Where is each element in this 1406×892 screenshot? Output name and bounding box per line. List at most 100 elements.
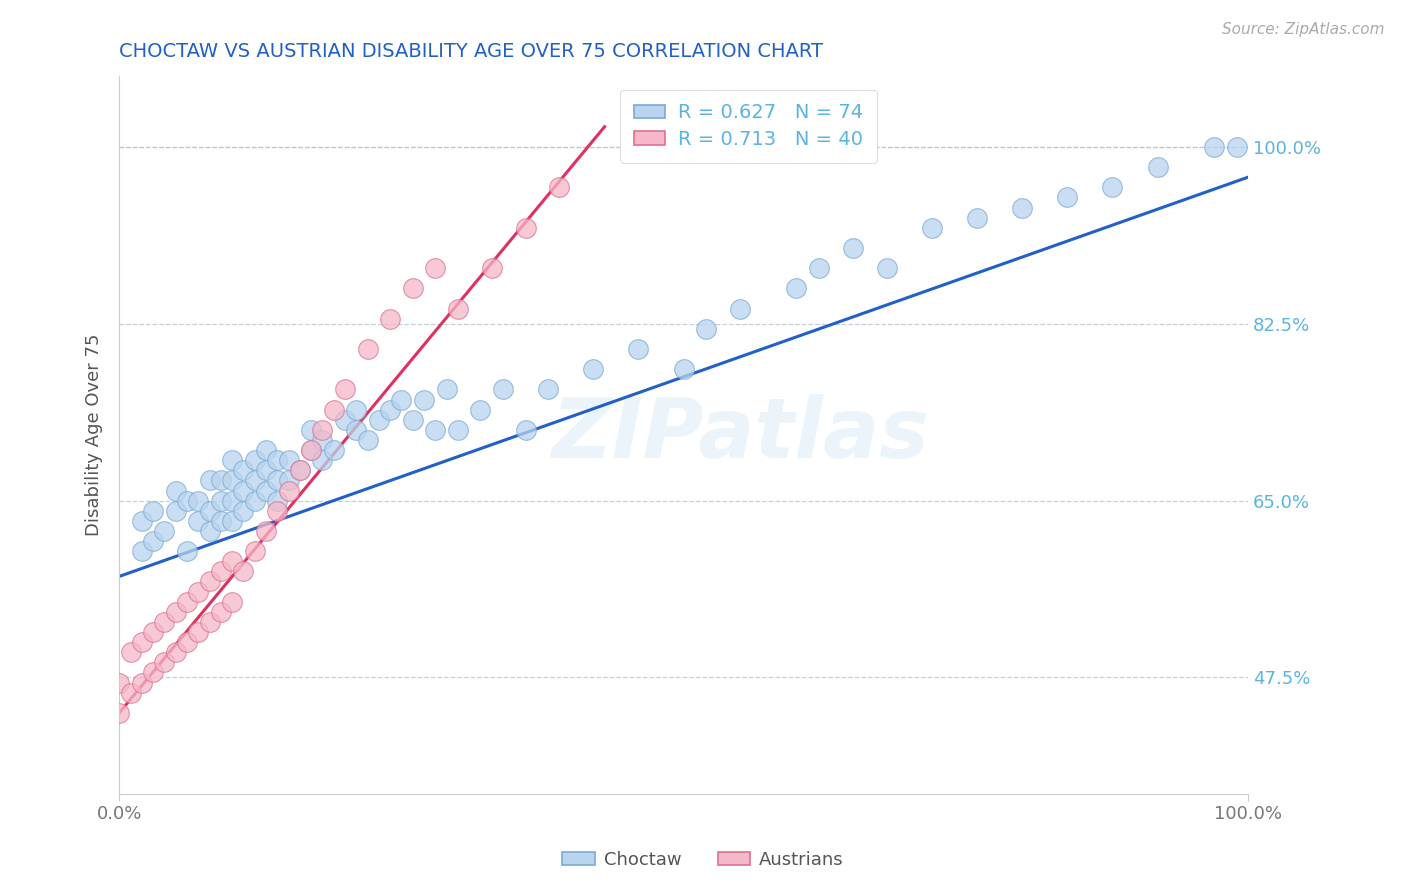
Point — [187, 584, 209, 599]
Point — [131, 514, 153, 528]
Text: Source: ZipAtlas.com: Source: ZipAtlas.com — [1222, 22, 1385, 37]
Point — [254, 483, 277, 498]
Point — [131, 675, 153, 690]
Point — [266, 493, 288, 508]
Point — [131, 544, 153, 558]
Point — [344, 402, 367, 417]
Point — [288, 463, 311, 477]
Y-axis label: Disability Age Over 75: Disability Age Over 75 — [86, 334, 103, 536]
Point — [232, 463, 254, 477]
Point — [221, 493, 243, 508]
Point — [425, 423, 447, 437]
Point — [232, 504, 254, 518]
Point — [131, 635, 153, 649]
Point — [187, 514, 209, 528]
Point — [492, 383, 515, 397]
Point — [322, 402, 344, 417]
Point — [672, 362, 695, 376]
Point — [243, 493, 266, 508]
Point — [243, 453, 266, 467]
Point — [413, 392, 436, 407]
Point — [165, 605, 187, 619]
Point — [120, 685, 142, 699]
Point — [120, 645, 142, 659]
Point — [807, 261, 830, 276]
Point — [299, 443, 322, 458]
Point — [277, 483, 299, 498]
Point — [209, 474, 232, 488]
Point — [142, 504, 165, 518]
Point — [367, 413, 389, 427]
Point — [254, 463, 277, 477]
Point — [842, 241, 865, 255]
Point — [356, 342, 378, 356]
Point — [695, 322, 717, 336]
Point — [1202, 140, 1225, 154]
Point — [921, 220, 943, 235]
Point — [266, 453, 288, 467]
Point — [165, 504, 187, 518]
Point — [333, 413, 356, 427]
Point — [391, 392, 413, 407]
Point — [198, 524, 221, 538]
Point — [876, 261, 898, 276]
Point — [221, 453, 243, 467]
Point — [356, 433, 378, 447]
Point — [277, 474, 299, 488]
Point — [209, 514, 232, 528]
Point — [209, 565, 232, 579]
Point — [142, 534, 165, 549]
Point — [311, 453, 333, 467]
Point — [299, 443, 322, 458]
Point — [299, 423, 322, 437]
Point — [333, 383, 356, 397]
Point — [311, 433, 333, 447]
Point — [447, 301, 470, 316]
Point — [425, 261, 447, 276]
Point — [470, 402, 492, 417]
Point — [142, 625, 165, 640]
Point — [1056, 190, 1078, 204]
Point — [266, 474, 288, 488]
Point — [153, 655, 176, 669]
Point — [311, 423, 333, 437]
Point — [209, 605, 232, 619]
Point — [627, 342, 650, 356]
Point — [288, 463, 311, 477]
Point — [322, 443, 344, 458]
Point — [142, 665, 165, 680]
Point — [198, 474, 221, 488]
Point — [243, 544, 266, 558]
Point — [254, 524, 277, 538]
Point — [187, 625, 209, 640]
Point — [176, 595, 198, 609]
Legend: Choctaw, Austrians: Choctaw, Austrians — [555, 844, 851, 876]
Point — [1225, 140, 1247, 154]
Point — [221, 595, 243, 609]
Point — [548, 180, 571, 194]
Point — [515, 423, 537, 437]
Text: CHOCTAW VS AUSTRIAN DISABILITY AGE OVER 75 CORRELATION CHART: CHOCTAW VS AUSTRIAN DISABILITY AGE OVER … — [120, 42, 824, 61]
Point — [728, 301, 751, 316]
Point — [221, 554, 243, 568]
Point — [402, 413, 425, 427]
Point — [232, 565, 254, 579]
Point — [165, 483, 187, 498]
Point — [108, 706, 131, 720]
Point — [1101, 180, 1123, 194]
Point — [153, 524, 176, 538]
Point — [232, 483, 254, 498]
Point — [1011, 201, 1033, 215]
Point — [378, 402, 401, 417]
Point — [481, 261, 503, 276]
Point — [537, 383, 560, 397]
Point — [198, 615, 221, 629]
Point — [277, 453, 299, 467]
Point — [436, 383, 458, 397]
Point — [966, 211, 988, 225]
Point — [176, 493, 198, 508]
Point — [198, 574, 221, 589]
Point — [165, 645, 187, 659]
Point — [266, 504, 288, 518]
Point — [153, 615, 176, 629]
